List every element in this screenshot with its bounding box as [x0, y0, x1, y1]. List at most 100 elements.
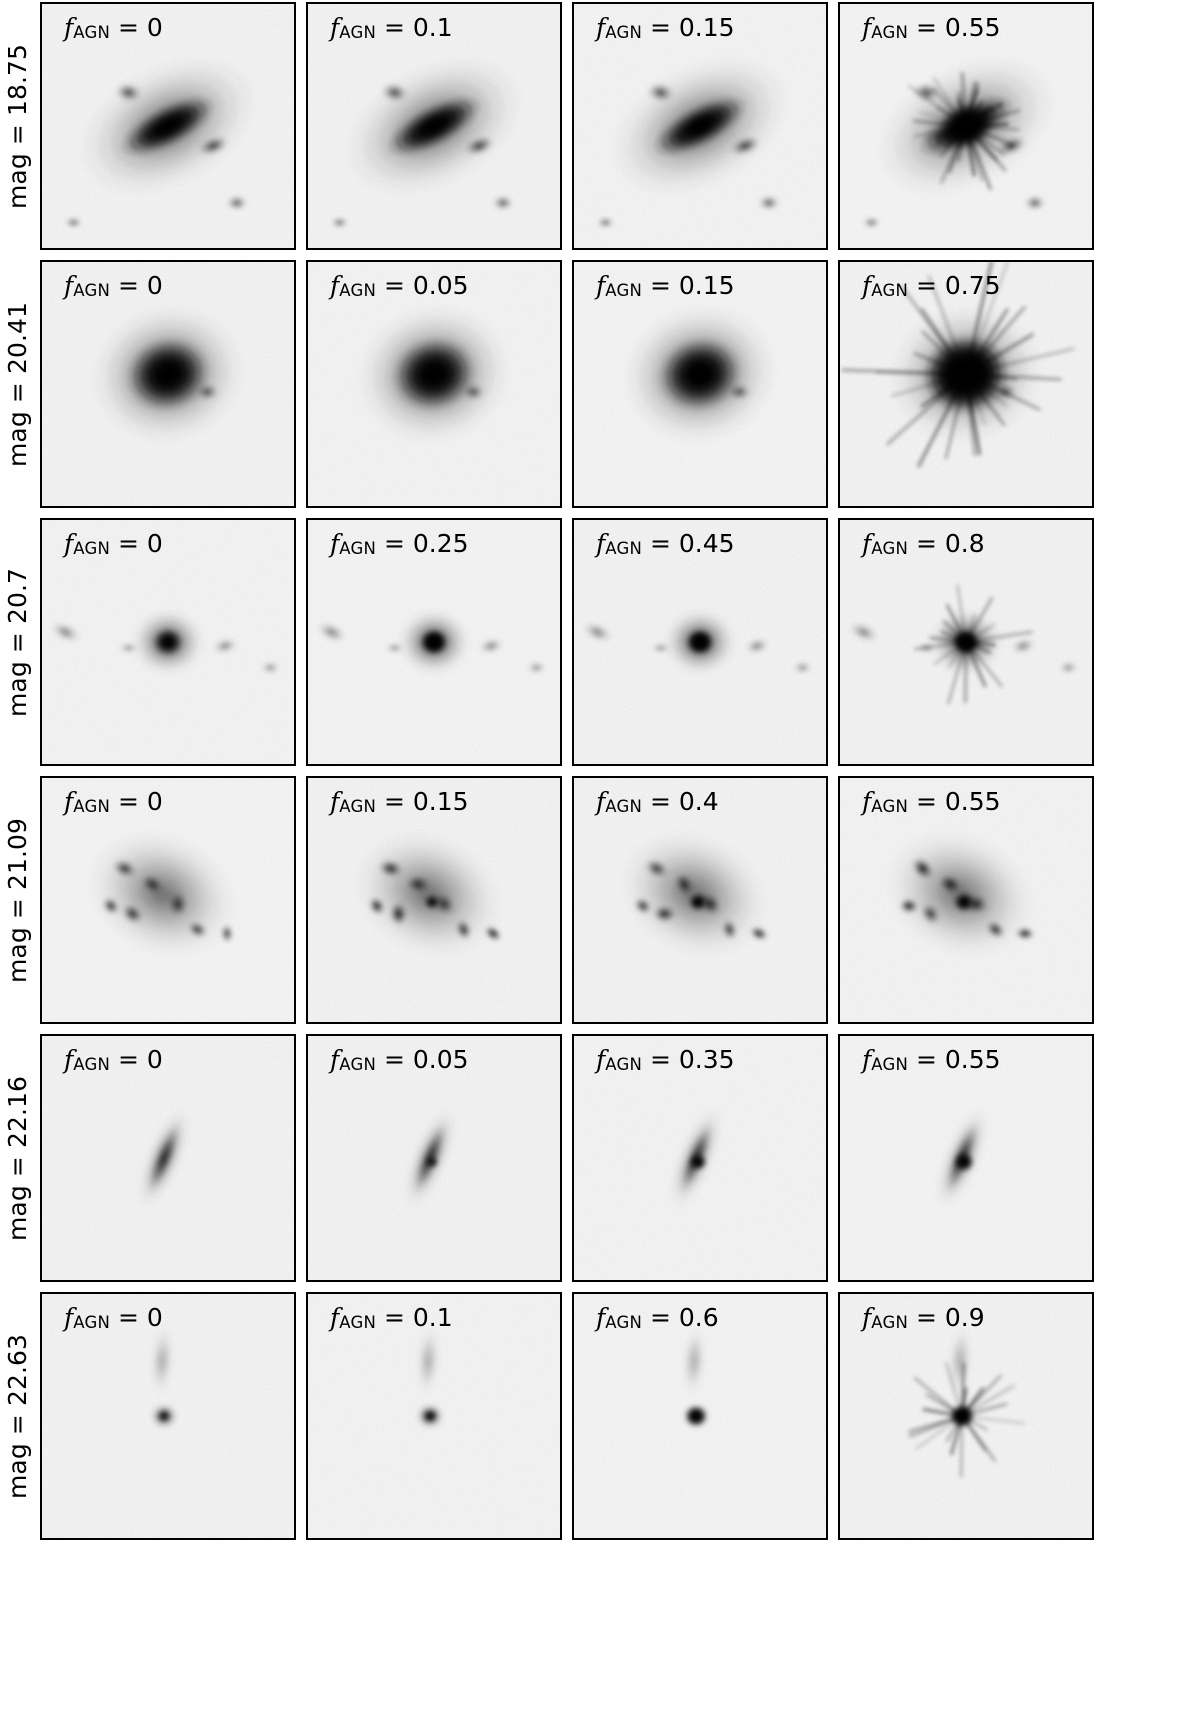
panel-label-fagn: fAGN = 0.55 — [862, 13, 1001, 42]
fagn-value: 0.1 — [412, 13, 453, 42]
galaxy-panel: fAGN = 0.75 — [838, 260, 1094, 508]
fagn-equals: = — [642, 1045, 679, 1074]
fagn-symbol: f — [330, 529, 340, 558]
fagn-equals: = — [908, 1045, 945, 1074]
fagn-symbol: f — [64, 271, 74, 300]
fagn-subscript: AGN — [339, 796, 376, 816]
galaxy-panel: fAGN = 0.8 — [838, 518, 1094, 766]
panel-label-fagn: fAGN = 0.55 — [862, 787, 1001, 816]
fagn-symbol: f — [64, 1045, 74, 1074]
fagn-symbol: f — [330, 271, 340, 300]
fagn-value: 0 — [146, 529, 163, 558]
galaxy-image — [841, 262, 1075, 468]
fagn-equals: = — [642, 787, 679, 816]
panel-label-fagn: fAGN = 0 — [64, 13, 163, 42]
fagn-symbol: f — [862, 1045, 872, 1074]
row-label-magnitude: mag = 20.41 — [0, 260, 36, 508]
fagn-subscript: AGN — [871, 1054, 908, 1074]
fagn-equals: = — [642, 529, 679, 558]
panel-label-fagn: fAGN = 0.25 — [330, 529, 469, 558]
panel-label-fagn: fAGN = 0 — [64, 271, 163, 300]
fagn-symbol: f — [862, 271, 872, 300]
galaxy-image — [635, 843, 769, 945]
galaxy-image — [416, 1338, 444, 1429]
fagn-value: 0.55 — [944, 13, 1001, 42]
fagn-symbol: f — [64, 787, 74, 816]
fagn-subscript: AGN — [605, 796, 642, 816]
panel-label-fagn: fAGN = 0.1 — [330, 13, 453, 42]
fagn-equals: = — [376, 787, 413, 816]
galaxy-panel: fAGN = 0.55 — [838, 1034, 1094, 1282]
fagn-symbol: f — [862, 529, 872, 558]
fagn-equals: = — [110, 13, 147, 42]
row-label-text: mag = 20.41 — [3, 301, 33, 467]
fagn-value: 0.4 — [678, 787, 719, 816]
fagn-value: 0.15 — [678, 13, 735, 42]
fagn-subscript: AGN — [871, 1312, 908, 1332]
row-label-magnitude: mag = 22.63 — [0, 1292, 36, 1540]
fagn-value: 0.6 — [678, 1303, 719, 1332]
row-label-magnitude: mag = 18.75 — [0, 2, 36, 250]
fagn-subscript: AGN — [339, 280, 376, 300]
galaxy-image — [409, 1118, 451, 1198]
fagn-subscript: AGN — [871, 796, 908, 816]
galaxy-panel: fAGN = 0 — [40, 518, 296, 766]
fagn-symbol: f — [64, 13, 74, 42]
fagn-symbol: f — [596, 13, 606, 42]
galaxy-panel: fAGN = 0.15 — [306, 776, 562, 1024]
galaxy-panel: fAGN = 0.4 — [572, 776, 828, 1024]
panel-label-fagn: fAGN = 0 — [64, 1303, 163, 1332]
fagn-equals: = — [908, 13, 945, 42]
galaxy-image — [864, 71, 1044, 228]
panel-label-fagn: fAGN = 0.4 — [596, 787, 719, 816]
galaxy-image — [941, 1118, 983, 1198]
panel-label-fagn: fAGN = 0.05 — [330, 271, 469, 300]
panel-label-fagn: fAGN = 0.1 — [330, 1303, 453, 1332]
galaxy-panel: fAGN = 0.1 — [306, 1292, 562, 1540]
galaxy-image — [373, 319, 495, 429]
fagn-symbol: f — [64, 529, 74, 558]
fagn-equals: = — [110, 1303, 147, 1332]
fagn-value: 0.55 — [944, 1045, 1001, 1074]
galaxy-image — [66, 71, 246, 228]
fagn-equals: = — [110, 787, 147, 816]
fagn-subscript: AGN — [871, 280, 908, 300]
panel-label-fagn: fAGN = 0.05 — [330, 1045, 469, 1074]
galaxy-panel: fAGN = 0.05 — [306, 260, 562, 508]
galaxy-image — [908, 1338, 1025, 1478]
fagn-value: 0.55 — [944, 787, 1001, 816]
galaxy-image — [143, 1118, 185, 1198]
galaxy-panel: fAGN = 0 — [40, 2, 296, 250]
fagn-value: 0 — [146, 13, 163, 42]
fagn-subscript: AGN — [339, 1054, 376, 1074]
galaxy-panel: fAGN = 0 — [40, 1034, 296, 1282]
fagn-subscript: AGN — [871, 538, 908, 558]
fagn-value: 0.05 — [412, 1045, 469, 1074]
galaxy-panel: fAGN = 0.15 — [572, 2, 828, 250]
panel-label-fagn: fAGN = 0.6 — [596, 1303, 719, 1332]
galaxy-panel: fAGN = 0 — [40, 776, 296, 1024]
fagn-subscript: AGN — [605, 538, 642, 558]
fagn-subscript: AGN — [605, 1054, 642, 1074]
galaxy-image — [368, 843, 502, 945]
fagn-equals: = — [642, 271, 679, 300]
fagn-value: 0.8 — [944, 529, 985, 558]
fagn-equals: = — [110, 529, 147, 558]
fagn-value: 0.9 — [944, 1303, 985, 1332]
galaxy-image — [319, 616, 543, 673]
galaxy-image — [585, 616, 809, 673]
fagn-equals: = — [908, 787, 945, 816]
row-label-text: mag = 22.63 — [3, 1333, 33, 1499]
row-label-text: mag = 20.7 — [3, 567, 33, 717]
fagn-symbol: f — [596, 787, 606, 816]
panel-label-fagn: fAGN = 0 — [64, 529, 163, 558]
fagn-value: 0.35 — [678, 1045, 735, 1074]
fagn-subscript: AGN — [73, 1054, 110, 1074]
fagn-equals: = — [642, 13, 679, 42]
galaxy-image — [332, 71, 512, 228]
fagn-value: 0 — [146, 787, 163, 816]
fagn-equals: = — [376, 1045, 413, 1074]
row-label-text: mag = 22.16 — [3, 1075, 33, 1241]
fagn-symbol: f — [596, 1045, 606, 1074]
